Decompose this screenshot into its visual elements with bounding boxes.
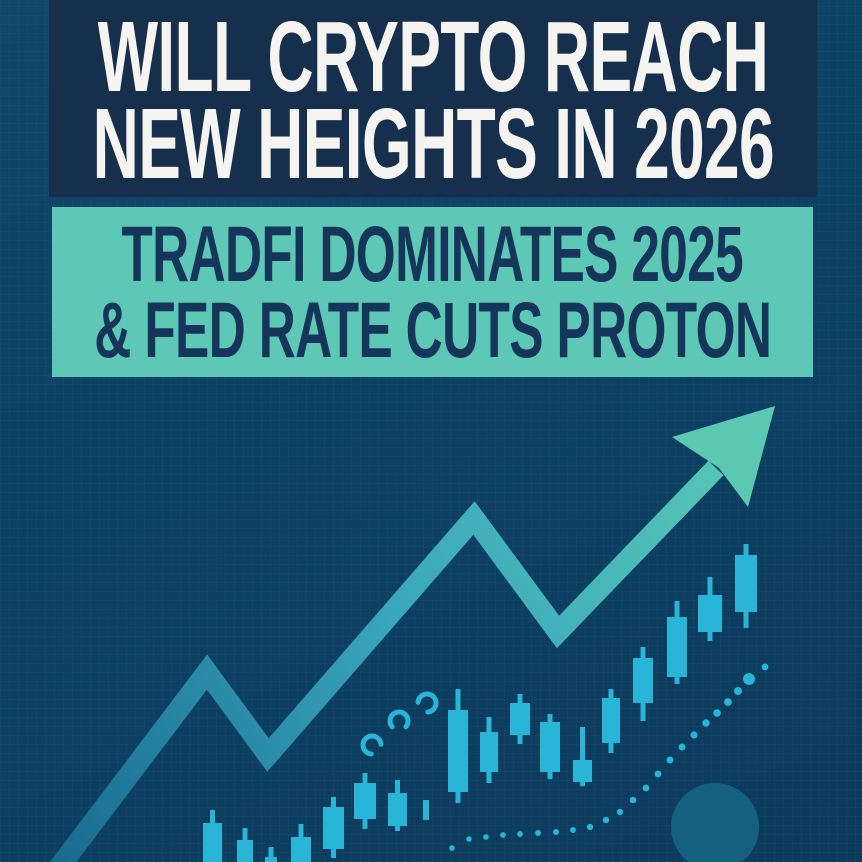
candlestick [265, 847, 277, 862]
dot [734, 687, 742, 695]
dot [500, 832, 506, 838]
candlestick [291, 824, 311, 862]
dotted-curve [449, 663, 769, 851]
arc-icon [415, 691, 439, 715]
subtitle-box: TRADFI DOMINATES 2025 & FED RATE CUTS PR… [52, 207, 813, 377]
candlestick-series [203, 544, 757, 862]
dot [666, 756, 674, 764]
candlestick [203, 810, 222, 862]
title-line-1: WILL CRYPTO REACH [97, 0, 769, 113]
candlestick [602, 689, 620, 753]
subtitle-line-1: TRADFI DOMINATES 2025 [121, 209, 744, 299]
dot [616, 808, 624, 816]
candlestick [323, 797, 344, 858]
candlestick [423, 800, 429, 820]
dot [483, 834, 489, 840]
arc-icon [387, 709, 411, 730]
dot [678, 743, 686, 751]
candlestick [510, 694, 530, 744]
dot [570, 827, 576, 833]
candlestick [388, 780, 407, 831]
candlestick [354, 773, 376, 829]
candlestick [573, 727, 592, 786]
candlestick [735, 544, 757, 628]
dot [724, 698, 732, 706]
arc-decorations [360, 691, 439, 757]
dot [602, 816, 610, 824]
dot [586, 823, 594, 831]
trend-line [49, 460, 724, 862]
dot [743, 673, 755, 685]
arc-icon [360, 733, 384, 757]
dot [642, 784, 650, 792]
dot [713, 709, 721, 717]
big-circle [671, 783, 759, 862]
dot [466, 836, 472, 842]
candlestick [540, 714, 560, 779]
candlestick [480, 717, 498, 783]
candlestick [448, 689, 468, 803]
title-box: WILL CRYPTO REACH NEW HEIGHTS IN 2026 [49, 0, 817, 197]
dot [535, 830, 541, 836]
dot [517, 831, 523, 837]
candlestick [698, 577, 722, 641]
dot [702, 719, 710, 727]
subtitle-line-2: & FED RATE CUTS PROTON [93, 285, 772, 374]
candlestick [633, 647, 653, 721]
title-line-2: NEW HEIGHTS IN 2026 [92, 87, 774, 200]
dot [654, 770, 662, 778]
dot [449, 845, 455, 851]
dot [690, 731, 698, 739]
dot [629, 796, 637, 804]
dot [761, 663, 769, 671]
dot [553, 829, 559, 835]
candlestick [237, 828, 253, 862]
arrow-head-icon [672, 406, 775, 507]
candlestick [667, 601, 687, 684]
